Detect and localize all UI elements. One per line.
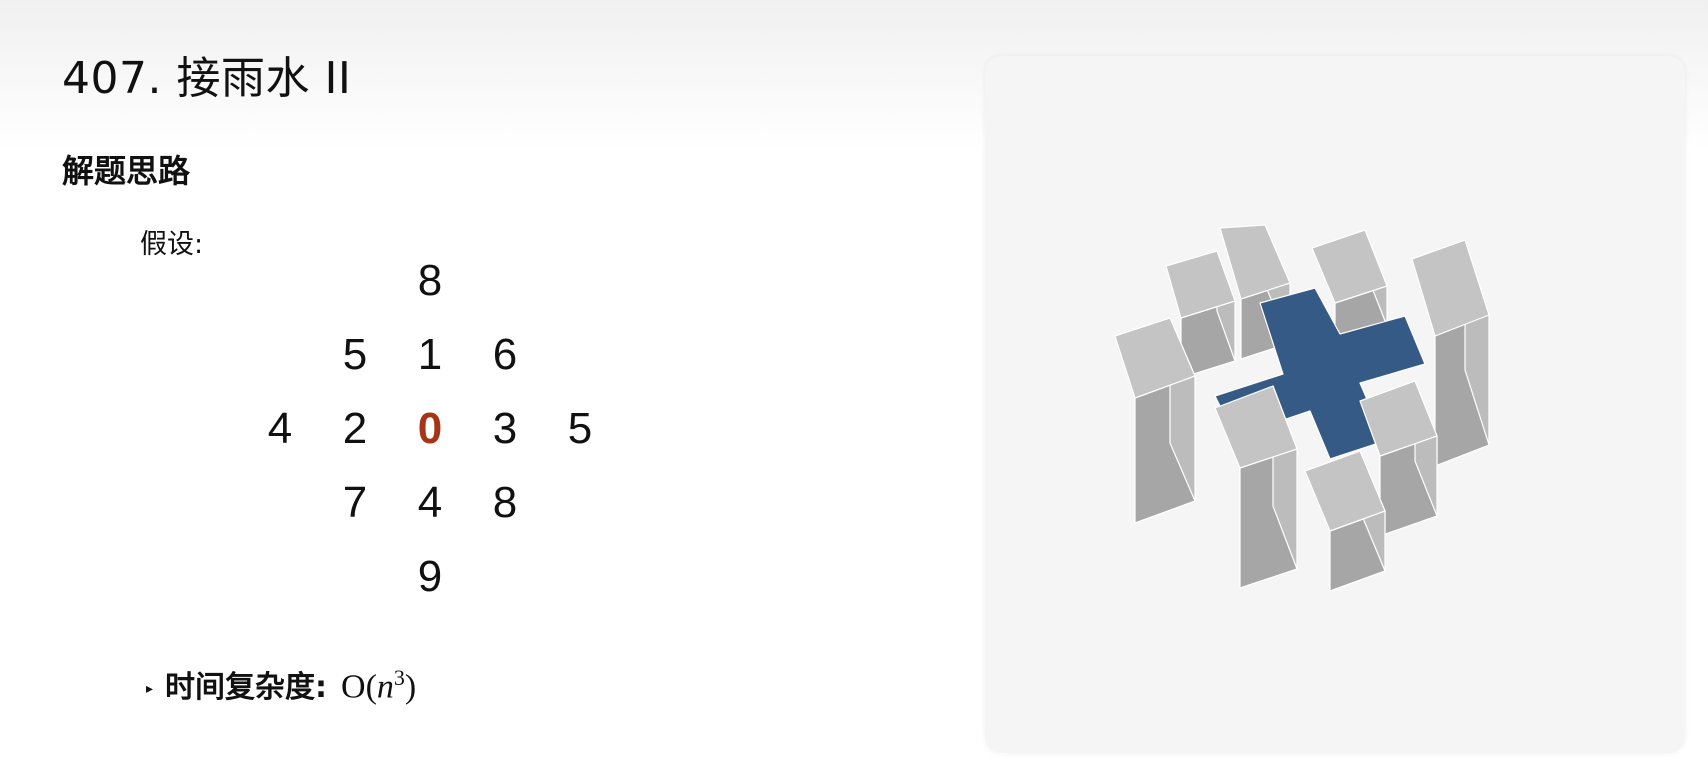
pillar-top <box>1165 250 1236 319</box>
grid-cell: 5 <box>567 404 593 453</box>
pillar-top <box>1219 224 1291 300</box>
grid-cell: 4 <box>267 404 293 453</box>
grid-cell: 5 <box>342 330 368 379</box>
grid-cell: 4 <box>417 478 443 527</box>
grid-cell: 6 <box>492 330 518 379</box>
grid-cell: 7 <box>342 478 368 527</box>
grid-cell: 3 <box>492 404 518 453</box>
complexity-label: 时间复杂度: <box>165 670 328 705</box>
assumption-label: 假设: <box>140 229 204 260</box>
grid-cell: 1 <box>417 330 443 379</box>
page-title: 407. 接雨水 II <box>62 53 352 104</box>
pillars-3d-illustration <box>1114 224 1490 592</box>
formula-variable: n <box>376 668 394 705</box>
formula-close: ) <box>404 668 417 705</box>
bullet-triangle-icon: ▸ <box>146 681 154 697</box>
complexity-line: ▸ 时间复杂度: O(n3) <box>146 662 416 706</box>
grid-cell: 9 <box>417 552 443 601</box>
complexity-formula: O(n3) <box>341 665 416 706</box>
grid-cell: 8 <box>492 478 518 527</box>
formula-base: O( <box>341 668 377 705</box>
section-heading: 解题思路 <box>62 152 191 190</box>
grid-cell: 2 <box>342 404 368 453</box>
pillar-top <box>1214 385 1298 469</box>
formula-exponent: 3 <box>393 664 405 690</box>
pillar-top <box>1311 229 1388 304</box>
pillar-top <box>1304 450 1386 532</box>
pillar-top <box>1411 239 1490 337</box>
pillar-top <box>1114 317 1196 399</box>
grid-cell-center: 0 <box>417 404 443 453</box>
visualization-panel <box>985 56 1685 753</box>
pillar-top <box>1359 380 1438 457</box>
grid-cell: 8 <box>417 256 443 305</box>
